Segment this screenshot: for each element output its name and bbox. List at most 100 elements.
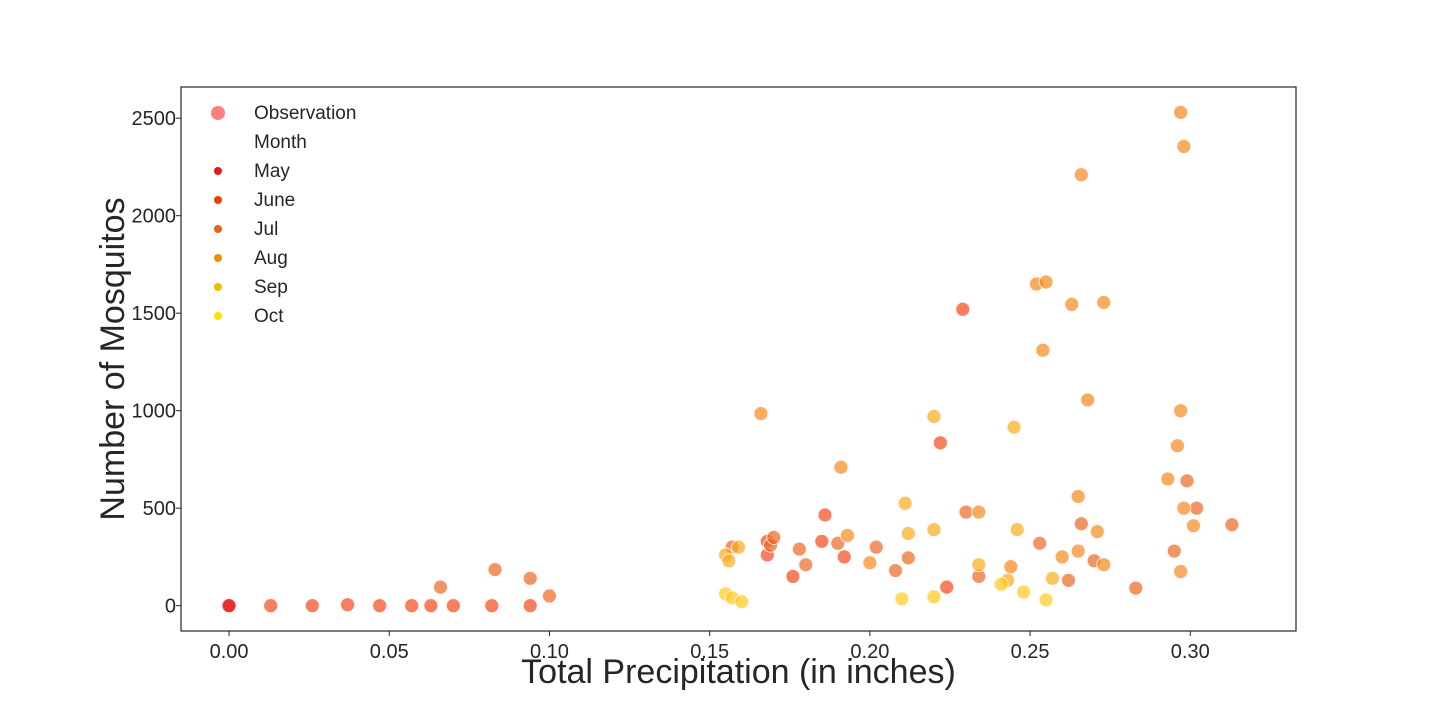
point-sep: [1006, 419, 1022, 435]
point-jul: [1032, 535, 1048, 551]
legend-marker-may: [214, 167, 222, 175]
point-june: [263, 598, 279, 614]
point-june: [814, 533, 830, 549]
point-sep: [1045, 570, 1060, 586]
x-tick-label: 0.10: [530, 641, 569, 663]
legend-marker-june: [214, 196, 222, 204]
points-layer: [221, 104, 1240, 614]
y-tick-label: 2500: [132, 108, 177, 130]
point-june: [484, 598, 500, 614]
point-june: [340, 597, 356, 613]
point-aug: [971, 504, 987, 520]
point-oct: [894, 591, 910, 607]
point-jul: [798, 557, 814, 573]
point-june: [423, 598, 439, 614]
point-may: [221, 598, 237, 614]
legend-marker-oct: [214, 312, 222, 320]
point-jul: [1166, 543, 1182, 559]
point-jul: [958, 504, 974, 520]
legend-label-oct: Oct: [254, 306, 284, 327]
point-aug: [840, 528, 855, 543]
point-aug: [862, 555, 878, 571]
legend-label-jul: Jul: [254, 219, 278, 240]
point-june: [304, 598, 320, 614]
point-june: [404, 598, 420, 614]
point-aug: [1038, 274, 1054, 290]
point-sep: [1009, 522, 1025, 538]
legend-label-may: May: [254, 161, 290, 182]
point-jul: [766, 530, 782, 545]
x-tick-label: 0.15: [690, 641, 729, 663]
point-aug: [753, 406, 769, 421]
y-tick-label: 0: [165, 596, 176, 618]
point-jul: [542, 588, 557, 604]
point-aug: [1176, 500, 1192, 516]
x-tick-label: 0.05: [370, 641, 409, 663]
point-aug: [1186, 518, 1201, 534]
point-jul: [522, 570, 538, 586]
point-june: [932, 435, 948, 451]
point-sep: [926, 409, 942, 424]
point-sep: [897, 495, 913, 511]
x-tick-label: 0.20: [850, 641, 889, 663]
point-aug: [1176, 139, 1192, 154]
point-june: [836, 549, 852, 565]
point-jul: [900, 550, 916, 566]
y-axis-label: Number of Mosquitos: [94, 197, 132, 520]
point-jul: [487, 562, 503, 577]
point-sep: [731, 539, 746, 555]
point-aug: [1073, 167, 1089, 183]
point-jul: [1189, 500, 1205, 516]
point-oct: [926, 589, 942, 605]
y-tick-label: 1500: [132, 303, 177, 325]
point-jul: [1061, 572, 1076, 588]
point-aug: [1173, 104, 1189, 120]
point-oct: [734, 594, 750, 610]
y-ticks: 0 500 1000 1500 2000 2500: [132, 108, 181, 618]
point-aug: [1170, 438, 1185, 454]
point-june: [817, 507, 833, 523]
y-tick-label: 2000: [132, 206, 177, 228]
point-jul: [888, 563, 903, 578]
legend-marker-aug: [214, 254, 222, 262]
point-aug: [1003, 559, 1019, 575]
point-aug: [1080, 392, 1096, 408]
point-aug: [1070, 543, 1086, 559]
point-sep: [971, 557, 987, 573]
point-jul: [868, 539, 884, 555]
x-ticks: 0.00 0.05 0.10 0.15 0.20 0.25 0.30: [210, 631, 1210, 663]
x-tick-label: 0.30: [1171, 641, 1210, 663]
point-aug: [1054, 549, 1070, 565]
y-tick-label: 500: [143, 498, 176, 520]
point-oct: [993, 576, 1009, 592]
point-sep: [900, 526, 916, 541]
x-tick-label: 0.25: [1011, 641, 1050, 663]
point-aug: [1096, 557, 1112, 573]
x-axis-label: Total Precipitation (in inches): [521, 653, 956, 691]
legend-marker-jul: [214, 225, 222, 233]
point-jul: [791, 541, 807, 557]
legend-label-sep: Sep: [254, 277, 288, 298]
legend-marker-sep: [214, 283, 222, 291]
legend-label-aug: Aug: [254, 248, 288, 269]
point-aug: [833, 459, 849, 475]
point-sep: [926, 522, 942, 538]
point-sep: [721, 553, 737, 569]
legend-observation-marker: [211, 106, 225, 120]
point-aug: [1064, 297, 1080, 312]
point-jul: [433, 579, 448, 595]
point-june: [955, 301, 971, 317]
point-aug: [1070, 489, 1086, 504]
legend-entries: May June Jul Aug Sep Oct: [214, 161, 295, 327]
point-june: [522, 598, 538, 614]
point-jul: [1073, 516, 1089, 532]
legend-month-title: Month: [254, 132, 307, 153]
point-oct: [1016, 584, 1032, 600]
point-oct: [1038, 592, 1054, 608]
point-aug: [1089, 524, 1105, 539]
plot-frame: [180, 86, 1297, 632]
point-june: [445, 598, 461, 614]
point-june: [372, 598, 388, 614]
legend-observation-label: Observation: [254, 103, 356, 124]
point-aug: [1035, 342, 1051, 358]
